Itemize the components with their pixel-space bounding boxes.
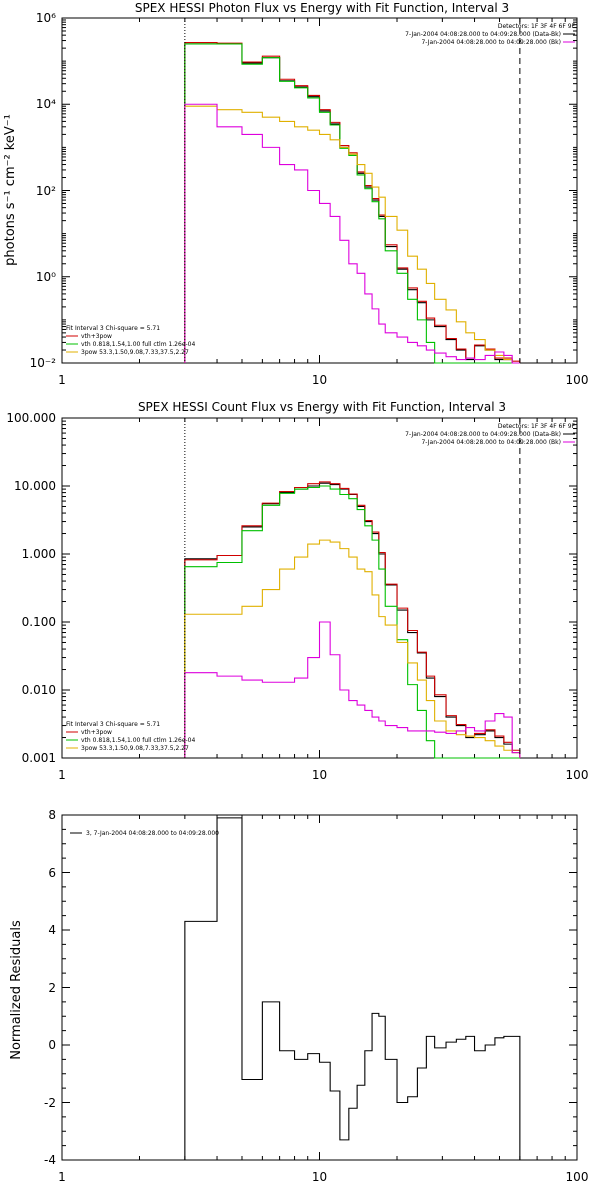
residuals-ytick-m4: -4 — [44, 1153, 56, 1167]
residuals-tick-marks — [61, 814, 578, 1161]
count-flux-tick-marks — [61, 418, 578, 759]
count-flux-ytick-0100: 0.100 — [22, 615, 56, 629]
photon-flux-xtick-10: 10 — [312, 373, 327, 387]
count-flux-vlines — [184, 418, 521, 758]
residuals-legend-label: 3, 7-Jan-2004 04:08:28.000 to 04:09:28.0… — [86, 830, 219, 837]
photon-flux-xtick-100: 100 — [566, 373, 589, 387]
count-flux-series-1 — [184, 481, 521, 758]
residuals-xtick-1: 1 — [58, 1170, 66, 1184]
residuals-ytick-0: 0 — [48, 1038, 56, 1052]
photon-flux-ytick-1e0: 10⁰ — [36, 270, 56, 284]
count-flux-panel: SPEX HESSI Count Flux vs Energy with Fit… — [6, 400, 588, 782]
photon-flux-series-4 — [184, 103, 520, 364]
photon-flux-series-0 — [184, 43, 520, 364]
count-flux-legend-vth3pow: vth+3pow — [81, 729, 112, 736]
count-flux-ytick-1000: 1.000 — [22, 547, 56, 561]
photon-flux-detectors: Detectors: 1F 3F 4F 6F 9F — [498, 23, 576, 30]
count-flux-legend-bk: 7-Jan-2004 04:08:28.000 to 04:09:28.000 … — [421, 439, 561, 446]
residuals-panel: Normalized Residuals 1 10 100 -4 -2 0 2 … — [9, 808, 588, 1184]
photon-flux-legend-vth: vth 0.818,1.54,1.00 full ctlm 1.26e-04 — [81, 341, 195, 348]
photon-flux-legend-3pow: 3pow 53.3,1.50,9.08,7.33,37.5,2.27 — [81, 349, 189, 356]
count-flux-ytick-10000: 10.000 — [14, 479, 56, 493]
photon-flux-ytick-1e-2: 10⁻² — [30, 356, 57, 370]
photon-flux-y-axis-label: photons s⁻¹ cm⁻² keV⁻¹ — [3, 114, 18, 266]
residuals-plot-area — [61, 814, 578, 1161]
residuals-ytick-2: 2 — [48, 981, 56, 995]
residuals-ytick-6: 6 — [48, 866, 56, 880]
residuals-series — [184, 817, 521, 1160]
count-flux-xtick-100: 100 — [566, 768, 589, 782]
photon-flux-legend-bk: 7-Jan-2004 04:08:28.000 to 04:09:28.000 … — [421, 39, 561, 46]
count-flux-series — [184, 481, 521, 759]
count-flux-series-3 — [184, 539, 521, 758]
photon-flux-series-2 — [184, 43, 520, 364]
photon-flux-ytick-1e4: 10⁴ — [36, 97, 56, 111]
photon-flux-ytick-1e2: 10² — [36, 184, 56, 198]
residuals-ytick-m2: -2 — [44, 1096, 56, 1110]
photon-flux-title: SPEX HESSI Photon Flux vs Energy with Fi… — [135, 1, 509, 15]
count-flux-detectors: Detectors: 1F 3F 4F 6F 9F — [498, 423, 576, 430]
residuals-y-axis-label: Normalized Residuals — [9, 920, 24, 1060]
residuals-ytick-8: 8 — [48, 808, 56, 822]
count-flux-series-2 — [184, 485, 520, 759]
count-flux-plot-area — [61, 417, 578, 759]
count-flux-series-0 — [184, 482, 521, 758]
count-flux-ytick-0001: 0.001 — [22, 751, 56, 765]
residuals-ytick-4: 4 — [48, 923, 56, 937]
photon-flux-fit-interval: Fit Interval 3 Chi-square = 5.71 — [66, 325, 160, 332]
photon-flux-xtick-1: 1 — [58, 373, 66, 387]
photon-flux-legend-vth3pow: vth+3pow — [81, 333, 112, 340]
photon-flux-series — [184, 41, 521, 364]
count-flux-legend-3pow: 3pow 53.3,1.50,9.08,7.33,37.5,2.27 — [81, 745, 189, 752]
residuals-xtick-10: 10 — [312, 1170, 327, 1184]
residuals-xtick-100: 100 — [566, 1170, 589, 1184]
count-flux-legend-data-bk: 7-Jan-2004 04:08:28.000 to 04:09:28.000 … — [405, 431, 561, 438]
count-flux-title: SPEX HESSI Count Flux vs Energy with Fit… — [138, 400, 506, 414]
photon-flux-tick-marks — [61, 18, 578, 364]
count-flux-fit-interval: Fit Interval 3 Chi-square = 5.71 — [66, 721, 160, 728]
photon-flux-series-1 — [184, 41, 521, 363]
count-flux-ytick-100000: 100.000 — [6, 411, 56, 425]
count-flux-legend-vth: vth 0.818,1.54,1.00 full ctlm 1.26e-04 — [81, 737, 195, 744]
count-flux-xtick-1: 1 — [58, 768, 66, 782]
photon-flux-legend-data-bk: 7-Jan-2004 04:08:28.000 to 04:09:28.000 … — [405, 31, 561, 38]
count-flux-ytick-0010: 0.010 — [22, 683, 56, 697]
photon-flux-ytick-1e6: 10⁶ — [36, 11, 56, 25]
photon-flux-vlines — [184, 18, 521, 363]
photon-flux-panel: SPEX HESSI Photon Flux vs Energy with Fi… — [3, 1, 588, 387]
photon-flux-series-3 — [184, 105, 520, 364]
residuals-series-0 — [184, 817, 521, 1160]
count-flux-series-4 — [184, 621, 521, 758]
count-flux-xtick-10: 10 — [312, 768, 327, 782]
